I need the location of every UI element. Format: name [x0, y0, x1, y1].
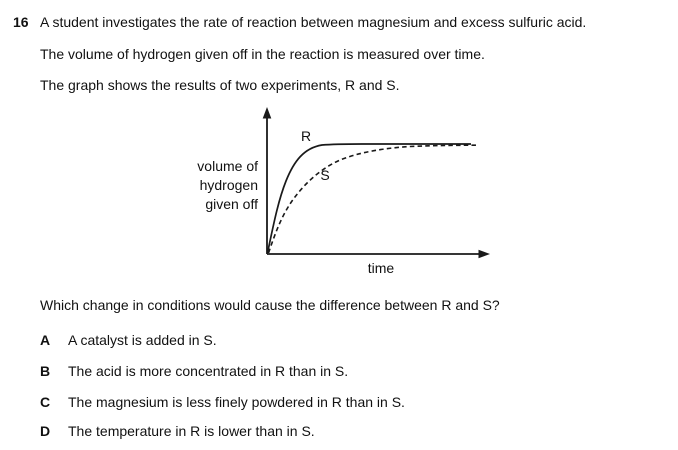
- option-text-c: The magnesium is less finely powdered in…: [68, 394, 405, 410]
- intro-line-2: The volume of hydrogen given off in the …: [40, 46, 485, 62]
- option-letter-a: A: [40, 332, 51, 348]
- answer-option-c: C The magnesium is less finely powdered i…: [40, 394, 640, 412]
- x-axis-arrow-icon: [478, 249, 490, 259]
- reaction-rate-graph: volume of hydrogen given off R S time: [180, 103, 500, 281]
- option-text-a: A catalyst is added in S.: [68, 332, 217, 348]
- y-axis-arrow-icon: [262, 107, 272, 119]
- answer-option-d: D The temperature in R is lower than in S…: [40, 423, 640, 441]
- y-axis-label-line-1: volume of: [197, 158, 258, 174]
- option-letter-b: B: [40, 363, 51, 379]
- question-text: Which change in conditions would cause t…: [40, 297, 500, 313]
- option-letter-c: C: [40, 394, 51, 410]
- answer-option-a: A A catalyst is added in S.: [40, 332, 640, 350]
- graph-svg: volume of hydrogen given off R S time: [197, 107, 490, 276]
- option-text-d: The temperature in R is lower than in S.: [68, 423, 315, 439]
- answer-option-b: B The acid is more concentrated in R than…: [40, 363, 640, 381]
- series-label-R: R: [301, 128, 311, 144]
- curve-S: [267, 144, 478, 254]
- x-axis-label: time: [368, 260, 395, 276]
- option-text-b: The acid is more concentrated in R than …: [68, 363, 349, 379]
- question-number: 16: [13, 14, 29, 30]
- y-axis-label-line-2: hydrogen: [200, 177, 258, 193]
- y-axis-label-line-3: given off: [205, 196, 258, 212]
- option-letter-d: D: [40, 423, 51, 439]
- series-label-S: S: [320, 167, 329, 183]
- intro-line-1: A student investigates the rate of react…: [40, 14, 587, 30]
- curve-R: [266, 143, 471, 254]
- intro-line-3: The graph shows the results of two exper…: [40, 77, 400, 93]
